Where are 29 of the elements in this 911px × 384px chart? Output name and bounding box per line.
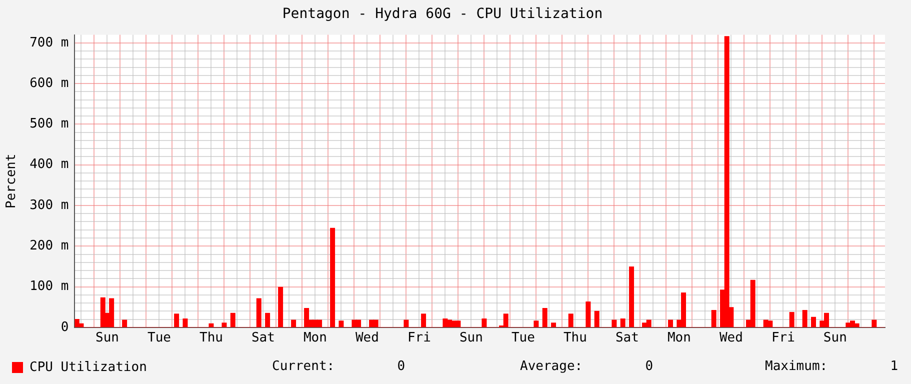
text: Maximum: 1 [765, 358, 898, 374]
y-tick-label: 600 m [30, 76, 69, 91]
x-tick-label: Thu [199, 330, 223, 346]
y-tick-label: 300 m [30, 198, 69, 213]
x-tick-label: Sun [95, 330, 119, 346]
legend-label: CPU Utilization [30, 360, 147, 375]
y-tick-label: 200 m [30, 238, 69, 254]
x-tick-label: Tue [147, 330, 172, 346]
x-tick-label: Fri [771, 330, 795, 346]
x-tick-label: Sun [459, 330, 483, 346]
chart-title: Pentagon - Hydra 60G - CPU Utilization [282, 6, 603, 22]
y-tick-label: 700 m [30, 35, 69, 50]
x-tick-label: Sat [251, 330, 275, 346]
y-axis-title: Percent [4, 154, 20, 208]
y-tick-label: 0 [60, 320, 69, 335]
x-tick-label: Sun [823, 330, 847, 346]
x-tick-label: Fri [407, 330, 431, 346]
x-tick-label: Sat [615, 330, 639, 346]
y-tick-label: 100 m [30, 279, 69, 294]
x-tick-label: Wed [355, 330, 379, 346]
x-tick-label: Mon [303, 330, 327, 346]
x-tick-label: Thu [563, 330, 587, 346]
x-tick-label: Wed [719, 330, 743, 346]
y-tick-label: 400 m [30, 157, 69, 172]
text: Current: 0 [272, 358, 406, 374]
y-tick-label: 500 m [30, 116, 69, 132]
x-tick-label: Mon [667, 330, 691, 346]
text: Average: 0 [520, 358, 654, 374]
x-tick-label: Tue [511, 330, 536, 346]
